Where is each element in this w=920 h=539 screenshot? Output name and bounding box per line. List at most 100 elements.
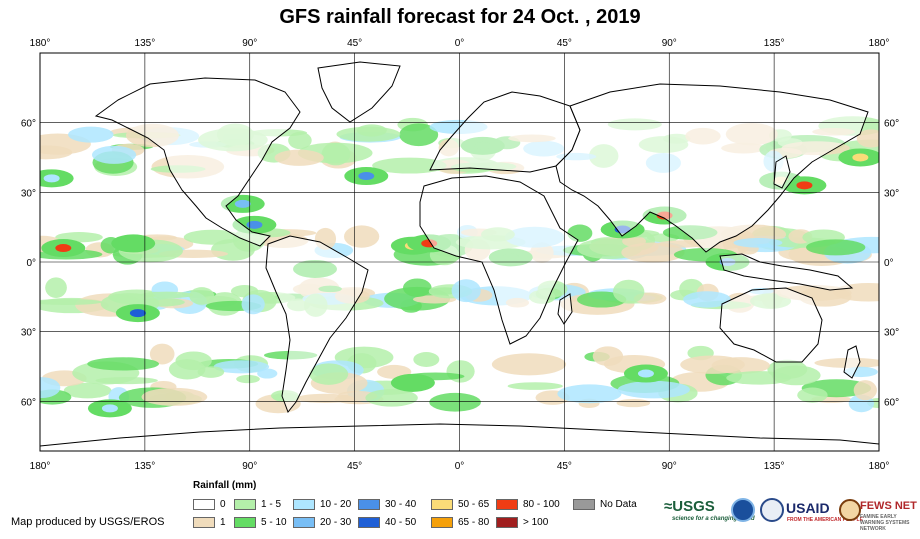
- rain-patch: [726, 371, 791, 385]
- legend-label: 40 - 50: [385, 516, 417, 528]
- legend-label: 10 - 20: [320, 498, 352, 510]
- axis-ticks: 180° 180° 135° 135° 90° 90° 45° 45° 0° 0° 45° 45° 90…: [21, 38, 899, 472]
- rain-patch: [295, 393, 355, 403]
- madagascar-outline: [557, 293, 573, 325]
- rain-patch: [356, 124, 387, 137]
- bottom-longitude-label: 45°: [347, 461, 362, 472]
- top-longitude-label: 90°: [662, 38, 677, 49]
- legend-swatch: [431, 498, 453, 510]
- legend-swatch: [234, 516, 256, 528]
- bottom-longitude-label: 90°: [242, 461, 257, 472]
- right-latitude-label: 60°: [884, 397, 899, 408]
- top-longitude-label: 180°: [30, 38, 51, 49]
- north-america-outline: [94, 77, 301, 247]
- legend-label: 50 - 65: [458, 498, 490, 510]
- australia-outline: [719, 287, 823, 363]
- rain-patch: [372, 157, 447, 174]
- rain-patch: [40, 298, 102, 306]
- legend-item: 10 - 20: [293, 498, 351, 510]
- rain-patch: [197, 366, 225, 378]
- graticule: [40, 53, 879, 451]
- legend-label: > 100: [523, 516, 549, 528]
- top-longitude-label: 45°: [557, 38, 572, 49]
- left-latitude-label: 60°: [21, 119, 36, 130]
- rain-patch: [91, 145, 137, 164]
- legend-swatch: [358, 516, 380, 528]
- bottom-longitude-label: 0°: [455, 461, 465, 472]
- legend-item: 80 - 100: [496, 498, 560, 510]
- legend-item: 5 - 10: [234, 516, 287, 528]
- rain-patch: [853, 380, 877, 401]
- rain-patch: [63, 382, 112, 399]
- legend-swatch: [234, 498, 256, 510]
- rain-patch: [507, 382, 563, 390]
- rain-patch: [429, 392, 481, 412]
- rain-area-core: [358, 172, 375, 181]
- credit-text: Map produced by USGS/EROS: [11, 516, 165, 528]
- rain-patch: [45, 277, 67, 298]
- right-latitude-label: 30°: [884, 188, 899, 199]
- rain-area-core: [101, 404, 118, 413]
- rain-patch: [621, 242, 685, 263]
- legend-item: 0: [193, 498, 226, 510]
- legend-item: 30 - 40: [358, 498, 416, 510]
- legend-item: 20 - 30: [293, 516, 351, 528]
- new-zealand-outline: [843, 345, 861, 379]
- rain-patch: [257, 368, 278, 379]
- rain-area-core: [43, 174, 60, 183]
- legend-swatch: [573, 498, 595, 510]
- bottom-longitude-label: 180°: [30, 461, 51, 472]
- legend-item: No Data: [573, 498, 637, 510]
- rain-patch: [274, 149, 324, 166]
- bottom-longitude-label: 180°: [869, 461, 890, 472]
- rain-area-core: [55, 244, 72, 253]
- top-longitude-label: 45°: [347, 38, 362, 49]
- legend-item: > 100: [496, 516, 548, 528]
- rain-patch: [241, 294, 265, 315]
- usaid-logo: USAID: [786, 500, 830, 516]
- fews-net-logo: FEWS NET: [860, 500, 917, 512]
- rain-area-core: [404, 378, 421, 387]
- rain-patch: [797, 387, 828, 403]
- rain-patch: [680, 355, 745, 374]
- legend-label: 65 - 80: [458, 516, 490, 528]
- legend-item: 50 - 65: [431, 498, 489, 510]
- rain-area-core: [637, 369, 654, 378]
- rain-area-core: [125, 239, 142, 248]
- legend-swatch: [193, 498, 215, 510]
- rain-patch: [683, 291, 731, 308]
- left-latitude-label: 0°: [26, 258, 36, 269]
- rain-patch: [403, 278, 432, 298]
- bottom-longitude-label: 45°: [557, 461, 572, 472]
- left-latitude-label: 30°: [21, 328, 36, 339]
- legend-label: 1: [220, 516, 226, 528]
- right-latitude-label: 30°: [884, 328, 899, 339]
- rain-patch: [617, 380, 690, 399]
- legend-swatch: [293, 516, 315, 528]
- rain-patch: [288, 131, 312, 150]
- legend-item: 1 - 5: [234, 498, 281, 510]
- left-latitude-label: 30°: [21, 188, 36, 199]
- rain-patch: [806, 239, 866, 256]
- rain-patch: [140, 291, 194, 299]
- rain-patch: [189, 287, 215, 305]
- map-frame: [39, 52, 880, 452]
- legend-swatch: [496, 516, 518, 528]
- top-longitude-label: 0°: [455, 38, 465, 49]
- rain-patch: [236, 374, 260, 384]
- rain-patch: [40, 377, 61, 399]
- top-longitude-label: 90°: [242, 38, 257, 49]
- top-longitude-label: 135°: [135, 38, 156, 49]
- page-title: GFS rainfall forecast for 24 Oct. , 2019: [279, 6, 641, 28]
- rain-patch: [612, 279, 645, 304]
- legend-label: No Data: [600, 498, 637, 510]
- rain-patch: [413, 352, 440, 367]
- legend-item: 40 - 50: [358, 516, 416, 528]
- asia-outline: [555, 83, 869, 253]
- doi-seal-icon: [760, 498, 784, 522]
- rain-patch: [399, 123, 439, 147]
- greenland-outline: [317, 61, 401, 123]
- legend-item: 1: [193, 516, 226, 528]
- fews-net-tagline: FAMINE EARLY WARNING SYSTEMS NETWORK: [860, 514, 910, 532]
